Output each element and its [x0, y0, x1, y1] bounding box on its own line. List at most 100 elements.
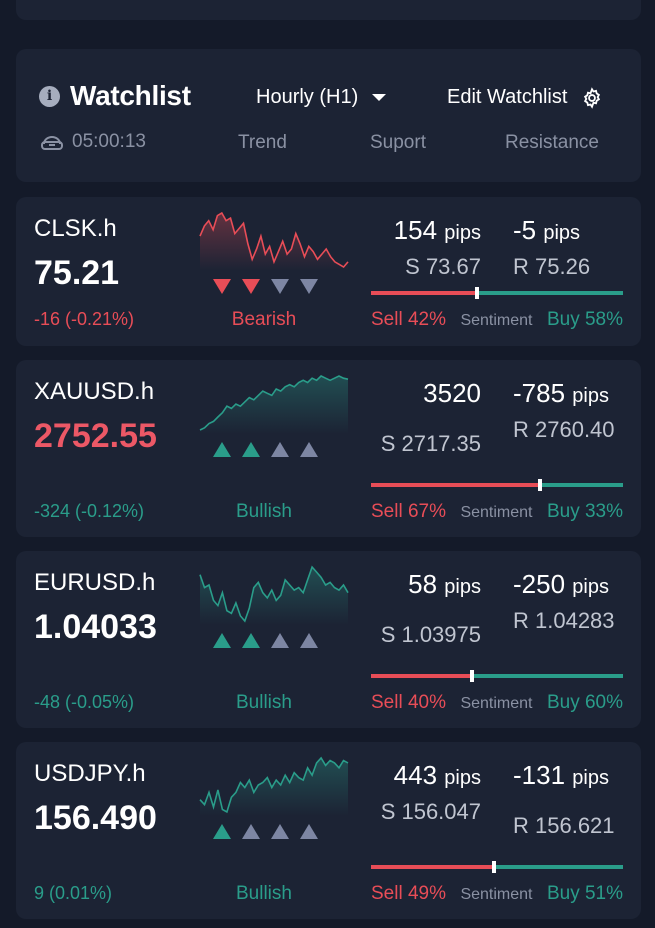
price-change: -324 (-0.12%)	[34, 501, 145, 521]
resistance-pips: -5 pips	[513, 215, 580, 246]
sparkline-chart	[199, 565, 349, 625]
price-value: 2752.55	[34, 417, 157, 455]
resistance-pips-unit: pips	[572, 385, 609, 407]
support-pips-value: 58	[408, 569, 438, 599]
trend-label: Bullish	[236, 501, 292, 522]
sentiment-marker	[537, 479, 542, 491]
timer-icon	[41, 136, 63, 150]
sparkline-area	[200, 213, 348, 271]
watchlist-title: Watchlist	[70, 80, 191, 111]
sentiment-row: Sell 40% Sentiment Buy 60%	[371, 692, 623, 714]
resistance-pips-value: -250	[513, 569, 566, 599]
symbol-name: CLSK.h	[34, 215, 117, 242]
resistance-pips-value: -5	[513, 215, 537, 245]
triangle-down-icon	[242, 279, 260, 294]
symbol-name: EURUSD.h	[34, 569, 156, 596]
sentiment-bar	[371, 861, 623, 873]
sparkline-line	[199, 756, 349, 814]
trend-label: Bullish	[236, 883, 292, 904]
column-resistance: Resistance	[505, 132, 599, 153]
support-pips-unit: pips	[444, 767, 481, 789]
support-level: S 156.047	[380, 799, 481, 824]
support-pips: 154 pips	[394, 215, 481, 246]
triangle-down-icon	[300, 279, 318, 294]
triangle-up-icon	[300, 633, 318, 648]
sentiment-marker	[474, 287, 479, 299]
support-pips: 58 pips	[408, 569, 481, 600]
sparkline-area	[200, 376, 348, 434]
sentiment-marker	[469, 670, 474, 682]
trend-arrows	[212, 278, 319, 295]
watchlist-row[interactable]: XAUUSD.h 2752.55 -324 (-0.12%) Bullish 3…	[16, 360, 641, 537]
resistance-pips-unit: pips	[543, 222, 581, 244]
triangle-up-icon	[242, 633, 260, 648]
symbol-name: XAUUSD.h	[34, 378, 155, 405]
refresh-timer: 05:00:13	[40, 131, 146, 153]
sentiment-row: Sell 49% Sentiment Buy 51%	[371, 883, 623, 905]
caret-down-icon	[372, 94, 387, 101]
buy-percent: Buy 60%	[546, 692, 623, 713]
sparkline-chart	[199, 375, 349, 434]
trend-arrows	[212, 632, 319, 649]
symbol-name: USDJPY.h	[34, 760, 146, 787]
sparkline-line	[199, 375, 349, 431]
price-change: 9 (0.01%)	[34, 883, 113, 903]
resistance-pips-unit: pips	[572, 767, 609, 789]
sell-percent: Sell 49%	[371, 883, 446, 904]
price-value: 75.21	[34, 254, 120, 292]
support-pips-unit: pips	[444, 222, 481, 244]
resistance-pips-unit: pips	[572, 576, 609, 598]
support-pips-value: 443	[393, 760, 438, 790]
price-change: -48 (-0.05%)	[34, 692, 135, 712]
price-change: -16 (-0.21%)	[34, 309, 135, 329]
previous-card-edge	[16, 0, 641, 20]
sentiment-bar	[371, 479, 623, 491]
sell-percent: Sell 40%	[371, 692, 446, 713]
sentiment-row: Sell 42% Sentiment Buy 58%	[371, 309, 623, 331]
sell-percent: Sell 42%	[371, 309, 446, 330]
buy-portion	[476, 291, 623, 295]
support-pips-unit: pips	[444, 576, 481, 598]
triangle-up-icon	[242, 442, 260, 457]
triangle-up-icon	[271, 633, 289, 648]
sell-percent: Sell 67%	[371, 501, 446, 522]
watchlist-row[interactable]: CLSK.h 75.21 -16 (-0.21%) Bearish 154 pi…	[16, 197, 641, 346]
info-icon[interactable]: i	[39, 86, 60, 107]
sparkline-area	[200, 758, 348, 816]
resistance-level: R 75.26	[513, 254, 591, 279]
buy-portion	[539, 483, 623, 487]
resistance-level: R 156.621	[513, 813, 615, 838]
gear-icon	[584, 86, 601, 109]
sentiment-row: Sell 67% Sentiment Buy 33%	[371, 501, 623, 523]
column-support: Suport	[370, 132, 426, 153]
watchlist-row[interactable]: USDJPY.h 156.490 9 (0.01%) Bullish 443 p…	[16, 742, 641, 919]
trend-label: Bearish	[231, 309, 297, 330]
resistance-level: R 1.04283	[513, 608, 615, 633]
timer-value: 05:00:13	[72, 131, 146, 152]
buy-percent: Buy 58%	[546, 309, 623, 330]
watchlist-row[interactable]: EURUSD.h 1.04033 -48 (-0.05%) Bullish 58…	[16, 551, 641, 728]
sell-portion	[371, 483, 540, 487]
support-level: S 73.67	[405, 254, 481, 279]
sell-portion	[371, 674, 472, 678]
edit-watchlist-label: Edit Watchlist	[447, 86, 568, 108]
resistance-level: R 2760.40	[513, 417, 615, 442]
support-pips: 443 pips	[394, 760, 481, 791]
column-trend: Trend	[238, 132, 287, 153]
triangle-up-icon	[300, 824, 318, 839]
resistance-pips-value: -785	[513, 378, 566, 408]
watchlist-header: i Watchlist Hourly (H1) Edit Watchlist 0…	[16, 49, 641, 182]
buy-percent: Buy 51%	[546, 883, 623, 904]
sentiment-label: Sentiment	[460, 886, 533, 903]
buy-percent: Buy 33%	[546, 501, 623, 522]
triangle-down-icon	[271, 279, 289, 294]
support-level: S 2717.35	[380, 431, 481, 456]
sentiment-bar	[371, 287, 623, 299]
timeframe-dropdown[interactable]: Hourly (H1)	[256, 86, 387, 109]
edit-watchlist-button[interactable]: Edit Watchlist	[447, 86, 603, 109]
resistance-pips: -250 pips	[513, 569, 609, 600]
price-value: 1.04033	[34, 608, 157, 646]
sentiment-bar	[371, 670, 623, 682]
sentiment-label: Sentiment	[460, 312, 533, 329]
triangle-up-icon	[213, 824, 231, 839]
